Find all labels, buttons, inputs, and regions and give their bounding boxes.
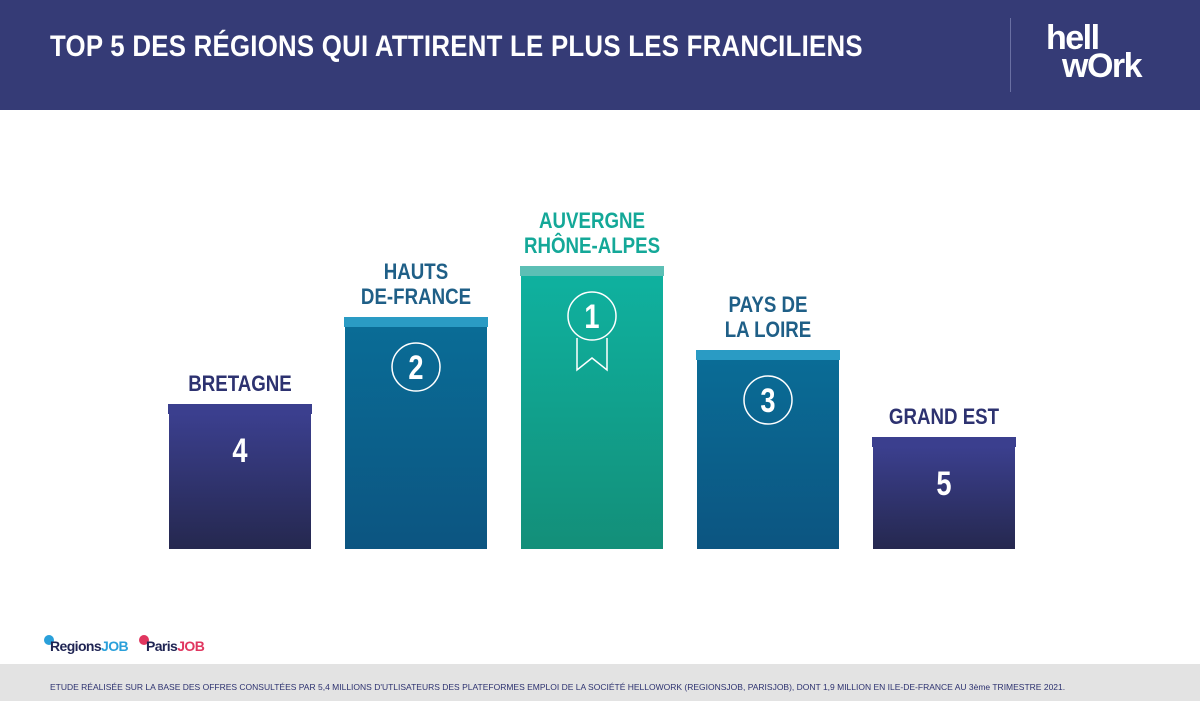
podium-bar-1: [521, 276, 663, 549]
regionsjob-logo-dot: [44, 635, 54, 645]
podium-bar-cap-1: [520, 266, 664, 276]
parisjob-logo-dot: [139, 635, 149, 645]
region-label-line: GRAND EST: [888, 404, 1000, 429]
page-title: TOP 5 DES RÉGIONS QUI ATTIRENT LE PLUS L…: [50, 30, 863, 63]
podium-bar-5: [873, 447, 1015, 549]
podium-bar-cap-2: [344, 317, 488, 327]
logo-line-2: wOrk: [1062, 47, 1143, 85]
regionsjob-logo-text: Regions: [50, 638, 102, 654]
region-label-2: HAUTS DE-FRANCE: [330, 259, 502, 309]
rank-ring-3: [743, 375, 793, 425]
parisjob-logo-text: Paris: [146, 638, 178, 654]
award-ribbon-icon: [576, 338, 608, 372]
region-label-line: DE-FRANCE: [360, 284, 472, 309]
region-label-line: LA LOIRE: [724, 317, 812, 342]
region-label-line: PAYS DE: [728, 292, 808, 317]
region-label-5: GRAND EST: [858, 404, 1030, 429]
regionsjob-logo: RegionsJOB: [50, 638, 129, 654]
rank-number-2: 2: [408, 348, 423, 387]
region-label-1: AUVERGNE RHÔNE-ALPES: [506, 208, 678, 258]
podium-bar-cap-4: [168, 404, 312, 414]
region-label-3: PAYS DE LA LOIRE: [682, 292, 854, 342]
hellowork-logo: hell wOrk: [1046, 19, 1143, 85]
rank-number-5: 5: [936, 464, 951, 503]
rank-number-3: 3: [760, 381, 775, 420]
rank-ring-1: [567, 291, 617, 341]
podium-bar-cap-5: [872, 437, 1016, 447]
podium-bar-3: [697, 360, 839, 549]
region-label-line: HAUTS: [383, 259, 449, 284]
footer-bar: [0, 664, 1200, 701]
parisjob-logo: ParisJOB: [146, 638, 205, 654]
podium-bar-cap-3: [696, 350, 840, 360]
header-banner: TOP 5 DES RÉGIONS QUI ATTIRENT LE PLUS L…: [0, 0, 1200, 110]
study-footnote: ETUDE RÉALISÉE SUR LA BASE DES OFFRES CO…: [50, 682, 1066, 692]
rank-ring-2: [391, 342, 441, 392]
header-divider: [1010, 18, 1011, 92]
rank-number-1: 1: [584, 297, 599, 336]
region-label-4: BRETAGNE: [154, 371, 326, 396]
podium-bar-4: [169, 414, 311, 549]
logo-line-1: hell: [1046, 19, 1100, 57]
podium-bar-2: [345, 327, 487, 549]
regionsjob-logo-suffix: JOB: [101, 638, 129, 654]
rank-number-4: 4: [232, 431, 247, 470]
region-label-line: RHÔNE-ALPES: [523, 233, 661, 258]
region-label-line: BRETAGNE: [188, 371, 292, 396]
parisjob-logo-suffix: JOB: [177, 638, 205, 654]
region-label-line: AUVERGNE: [539, 208, 645, 233]
